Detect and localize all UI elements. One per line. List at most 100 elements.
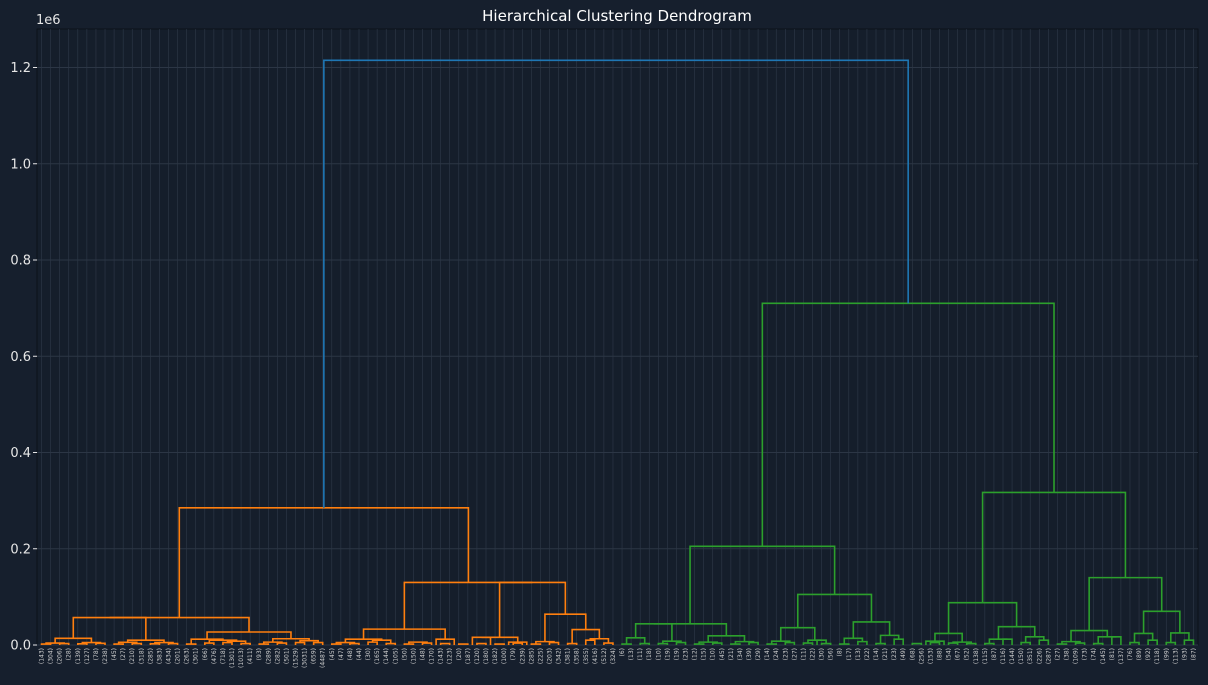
leaf-label: (92): [1145, 648, 1152, 660]
leaf-label: (38): [1063, 648, 1070, 660]
leaf-label: (206): [57, 648, 64, 664]
leaf-label: (256): [918, 648, 925, 664]
leaf-label: (165): [374, 648, 381, 664]
y-tick-label: 1.2: [10, 61, 31, 76]
leaf-label: (138): [973, 648, 980, 664]
dendrogram-link: [81, 641, 102, 644]
dendrogram-link: [997, 625, 1036, 640]
leaf-label: (358): [574, 648, 581, 664]
leaf-label: (100): [501, 648, 508, 664]
leaf-label: (52): [964, 648, 971, 660]
leaf-label: (99): [1163, 648, 1170, 660]
dendrogram-link: [494, 643, 505, 645]
leaf-label: (15): [701, 648, 708, 660]
leaf-label: (10): [710, 648, 717, 660]
leaf-label: (153): [927, 648, 934, 664]
leaf-label: (44): [356, 648, 363, 660]
dendrogram-link: [981, 491, 1127, 603]
leaf-label: (76): [1127, 648, 1134, 660]
leaf-label: (11): [800, 648, 807, 660]
leaf-label: (512): [601, 648, 608, 664]
leaf-label: (19): [664, 648, 671, 660]
leaf-label: (226): [1036, 648, 1043, 664]
dendrogram-link: [796, 593, 873, 628]
dendrogram-link: [1129, 641, 1140, 645]
y-offset-label: 1e6: [36, 13, 61, 28]
x-axis-leaf-labels: (143) (304) (206) (28) (139) (127) (78) (238) (4…: [39, 648, 1198, 668]
leaf-label: (29): [755, 648, 762, 660]
leaf-label: (383): [156, 648, 163, 664]
dendrogram-link: [784, 641, 796, 645]
leaf-label: (115): [982, 648, 989, 664]
dendrogram-links: [40, 59, 1195, 645]
dendrogram-link: [1002, 638, 1013, 645]
leaf-label: (12): [692, 648, 699, 660]
leaf-label: (24): [773, 648, 780, 660]
dendrogram-link: [335, 641, 356, 645]
dendrogram-link: [149, 642, 161, 645]
dendrogram-link: [208, 639, 238, 644]
dendrogram-link: [1070, 629, 1109, 642]
leaf-label: (113): [1172, 648, 1179, 664]
leaf-label: (4487): [320, 648, 327, 668]
leaf-label: (150): [410, 648, 417, 664]
leaf-label: (28): [66, 648, 73, 660]
dendrogram-link: [548, 641, 560, 645]
leaf-label: (318): [138, 648, 145, 664]
dendrogram-link: [1169, 632, 1190, 643]
dendrogram-link: [911, 642, 923, 645]
x-grid: [41, 29, 1194, 645]
leaf-label: (120): [474, 648, 481, 664]
dendrogram-link: [584, 639, 596, 645]
leaf-label: (3031): [302, 648, 309, 668]
dendrogram-link: [294, 641, 306, 645]
leaf-label: (47): [338, 648, 345, 660]
leaf-label: (324): [610, 648, 617, 664]
leaf-label: (45): [111, 648, 118, 660]
dendrogram-link: [371, 639, 392, 644]
y-axis: 0.0 0.2 0.4 0.6 0.8 1.0 1.2: [10, 61, 37, 654]
leaf-label: (282): [274, 648, 281, 664]
leaf-label: (210): [129, 648, 136, 664]
leaf-label: (1529): [293, 648, 300, 668]
leaf-label: (10): [655, 648, 662, 660]
plot-area: [36, 28, 1199, 646]
leaf-label: (289): [265, 648, 272, 664]
leaf-label: (67): [955, 648, 962, 660]
dendrogram-link: [929, 641, 941, 645]
leaf-label: (66): [202, 648, 209, 660]
dendrogram-link: [675, 641, 687, 645]
leaf-label: (287): [1045, 648, 1052, 664]
leaf-label: (105): [392, 648, 399, 664]
leaf-label: (182): [492, 648, 499, 664]
leaf-label: (27): [791, 648, 798, 660]
leaf-label: (88): [936, 648, 943, 660]
y-tick-label: 0.8: [10, 254, 31, 269]
dendrogram-link: [481, 636, 519, 643]
leaf-label: (1013): [238, 648, 245, 668]
leaf-label: (137): [1118, 648, 1125, 664]
chart-title: Hierarchical Clustering Dendrogram: [482, 7, 752, 25]
leaf-label: (39): [746, 648, 753, 660]
dendrogram-link: [1183, 639, 1195, 645]
leaf-label: (381): [565, 648, 572, 664]
y-tick-label: 1.0: [10, 157, 31, 172]
dendrogram-link: [653, 623, 728, 636]
leaf-label: (93): [1181, 648, 1188, 660]
leaf-label: (13): [855, 648, 862, 660]
dendrogram-link: [1097, 636, 1117, 644]
dendrogram-link: [689, 545, 836, 624]
leaf-label: (54): [946, 648, 953, 660]
dendrogram-link: [498, 581, 567, 638]
dendrogram-link: [109, 616, 250, 633]
leaf-label: (263): [184, 648, 191, 664]
leaf-label: (434): [166, 648, 173, 664]
leaf-label: (123): [447, 648, 454, 664]
leaf-label: (78): [93, 648, 100, 660]
leaf-label: (127): [84, 648, 91, 664]
leaf-label: (150): [1018, 648, 1025, 664]
dendrogram-link: [1142, 610, 1181, 634]
leaf-label: (93): [256, 648, 263, 660]
leaf-label: (48): [419, 648, 426, 660]
leaf-label: (48): [347, 648, 354, 660]
